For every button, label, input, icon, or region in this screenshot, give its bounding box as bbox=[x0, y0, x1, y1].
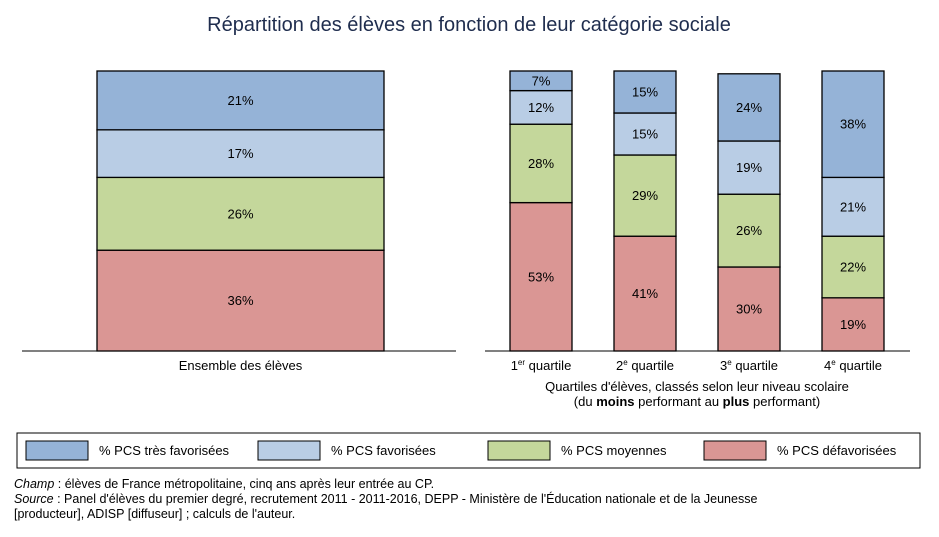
source-text: : Panel d'élèves du premier degré, recru… bbox=[53, 492, 758, 506]
x-tick-label: 2e quartile bbox=[616, 358, 674, 373]
bar-segment bbox=[96, 70, 385, 131]
source-note-line-2: [producteur], ADISP [diffuseur] ; calcul… bbox=[14, 507, 295, 522]
legend-label: % PCS défavorisées bbox=[777, 443, 897, 458]
data-label: 17% bbox=[227, 146, 253, 161]
legend-swatch bbox=[257, 440, 321, 461]
bar-segment bbox=[821, 70, 885, 179]
champ-note: Champ : élèves de France métropolitaine,… bbox=[14, 477, 434, 492]
data-label: 12% bbox=[528, 100, 554, 115]
legend-swatch bbox=[703, 440, 767, 461]
bar-segment bbox=[821, 235, 885, 299]
data-label: 28% bbox=[528, 156, 554, 171]
legend-swatch bbox=[25, 440, 89, 461]
bar-segment bbox=[509, 201, 573, 352]
source-label: Source bbox=[14, 492, 54, 506]
champ-text: : élèves de France métropolitaine, cinq … bbox=[54, 477, 435, 491]
data-label: 38% bbox=[840, 117, 866, 132]
bar-segment bbox=[717, 266, 781, 352]
bar-segment bbox=[509, 89, 573, 125]
chart-title: Répartition des élèves en fonction de le… bbox=[207, 14, 731, 36]
data-label: 21% bbox=[227, 93, 253, 108]
x-axis-title: Quartiles d'élèves, classés selon leur n… bbox=[545, 379, 849, 394]
data-label: 15% bbox=[632, 127, 658, 142]
x-tick-label: 3e quartile bbox=[720, 358, 778, 373]
data-label: 53% bbox=[528, 269, 554, 284]
champ-label: Champ bbox=[14, 477, 55, 491]
x-tick-label: 1er quartile bbox=[511, 358, 572, 373]
data-label: 15% bbox=[632, 85, 658, 100]
data-label: 19% bbox=[840, 317, 866, 332]
data-label: 19% bbox=[736, 160, 762, 175]
bar-segment bbox=[613, 235, 677, 352]
bar-segment bbox=[96, 176, 385, 251]
bar-segment bbox=[821, 176, 885, 237]
bar-segment bbox=[821, 297, 885, 352]
data-label: 21% bbox=[840, 199, 866, 214]
legend-label: % PCS très favorisées bbox=[99, 443, 230, 458]
data-label: 29% bbox=[632, 188, 658, 203]
legend-label: % PCS favorisées bbox=[331, 443, 436, 458]
data-label: 22% bbox=[840, 260, 866, 275]
data-label: 41% bbox=[632, 286, 658, 301]
data-label: 26% bbox=[736, 223, 762, 238]
x-axis-subtitle: (du moins performant au plus performant) bbox=[574, 394, 820, 409]
bar-segment bbox=[613, 70, 677, 114]
bar-segment bbox=[717, 193, 781, 268]
stacked-bar-chart: Répartition des élèves en fonction de le… bbox=[16, 14, 921, 469]
data-label: 24% bbox=[736, 100, 762, 115]
x-tick-label: Ensemble des élèves bbox=[179, 358, 303, 373]
x-tick-label: 4e quartile bbox=[824, 358, 882, 373]
bar-segment bbox=[96, 249, 385, 352]
legend-swatch bbox=[487, 440, 551, 461]
legend-label: % PCS moyennes bbox=[561, 443, 667, 458]
data-label: 30% bbox=[736, 302, 762, 317]
legend-box bbox=[16, 432, 921, 469]
source-note: Source : Panel d'élèves du premier degré… bbox=[14, 492, 757, 507]
data-label: 7% bbox=[532, 73, 551, 88]
data-label: 26% bbox=[227, 206, 253, 221]
bar-segment bbox=[509, 123, 573, 204]
source-text-2: [producteur], ADISP [diffuseur] ; calcul… bbox=[14, 507, 296, 521]
bar-segment bbox=[509, 70, 573, 92]
bar-segment bbox=[613, 154, 677, 237]
bar-segment bbox=[717, 73, 781, 142]
data-label: 36% bbox=[227, 293, 253, 308]
